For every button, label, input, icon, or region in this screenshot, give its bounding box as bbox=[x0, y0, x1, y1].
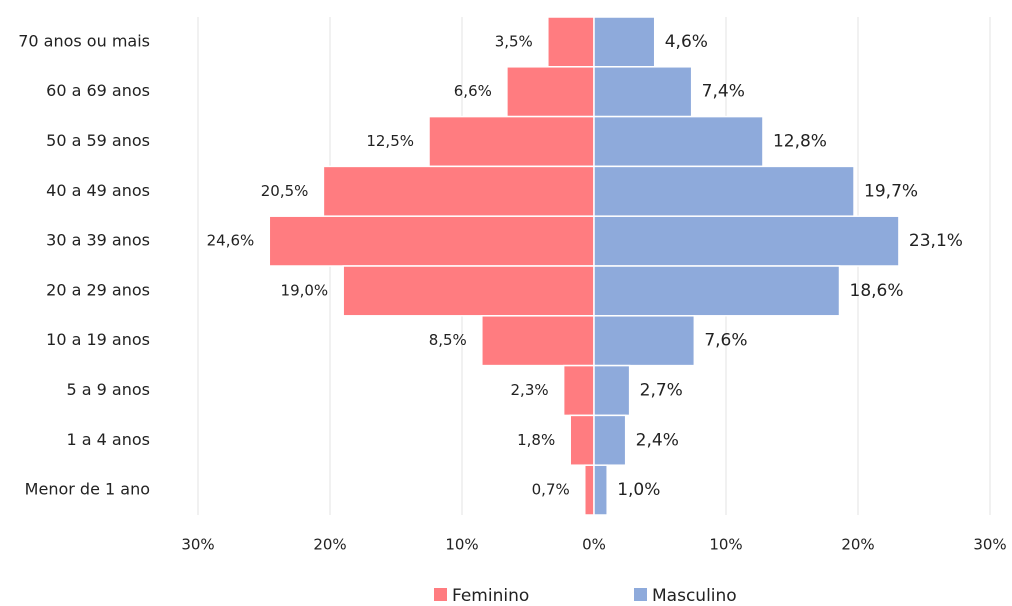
value-label: 2,7% bbox=[640, 381, 683, 401]
y-tick-label: 40 a 49 anos bbox=[46, 181, 150, 200]
value-label: 19,7% bbox=[864, 181, 918, 201]
y-tick-label: 10 a 19 anos bbox=[46, 330, 150, 349]
value-label: 12,8% bbox=[773, 132, 827, 152]
y-tick-label: 50 a 59 anos bbox=[46, 131, 150, 150]
bar bbox=[547, 16, 595, 68]
value-label: 20,5% bbox=[261, 182, 309, 200]
value-label: 7,6% bbox=[704, 331, 747, 351]
y-tick-label: 5 a 9 anos bbox=[67, 380, 151, 399]
y-tick-label: 1 a 4 anos bbox=[67, 430, 151, 449]
bar bbox=[268, 215, 595, 267]
value-label: 2,4% bbox=[636, 430, 679, 450]
value-label: 1,8% bbox=[517, 431, 555, 449]
bar bbox=[584, 464, 595, 516]
bar bbox=[569, 414, 595, 466]
y-tick-label: 20 a 29 anos bbox=[46, 280, 150, 299]
value-label: 18,6% bbox=[850, 281, 904, 301]
bar bbox=[593, 464, 608, 516]
x-tick-label: 20% bbox=[841, 536, 874, 554]
value-label: 7,4% bbox=[702, 82, 745, 102]
bar bbox=[593, 414, 627, 466]
bar bbox=[322, 165, 595, 217]
y-tick-label: 60 a 69 anos bbox=[46, 81, 150, 100]
bar bbox=[593, 16, 656, 68]
bar bbox=[593, 265, 841, 317]
value-label: 4,6% bbox=[665, 32, 708, 52]
legend-swatch bbox=[434, 588, 447, 601]
legend-swatch bbox=[634, 588, 647, 601]
legend-label: Masculino bbox=[652, 586, 737, 606]
y-tick-label: 70 anos ou mais bbox=[18, 31, 150, 50]
value-label: 24,6% bbox=[207, 232, 255, 250]
x-tick-label: 0% bbox=[582, 536, 606, 554]
bar bbox=[481, 315, 595, 367]
y-tick-label: 30 a 39 anos bbox=[46, 231, 150, 250]
x-tick-label: 30% bbox=[181, 536, 214, 554]
bar bbox=[506, 66, 595, 118]
x-tick-label: 10% bbox=[445, 536, 478, 554]
value-label: 19,0% bbox=[281, 281, 329, 299]
bar bbox=[593, 364, 631, 417]
value-label: 6,6% bbox=[454, 82, 492, 100]
bar bbox=[593, 215, 900, 267]
x-tick-label: 20% bbox=[313, 536, 346, 554]
bar bbox=[342, 265, 595, 317]
x-tick-label: 30% bbox=[973, 536, 1006, 554]
bar bbox=[562, 364, 595, 417]
bar bbox=[593, 315, 696, 367]
y-tick-label: Menor de 1 ano bbox=[25, 480, 150, 499]
value-label: 3,5% bbox=[495, 32, 533, 50]
x-tick-label: 10% bbox=[709, 536, 742, 554]
bar bbox=[593, 66, 693, 118]
value-label: 23,1% bbox=[909, 231, 963, 251]
value-label: 0,7% bbox=[532, 481, 570, 499]
legend-label: Feminino bbox=[452, 586, 529, 606]
bar bbox=[593, 115, 764, 168]
bar bbox=[428, 115, 595, 168]
value-label: 1,0% bbox=[617, 480, 660, 500]
value-label: 12,5% bbox=[366, 132, 414, 150]
bar bbox=[593, 165, 855, 217]
value-label: 8,5% bbox=[429, 331, 467, 349]
value-label: 2,3% bbox=[511, 381, 549, 399]
